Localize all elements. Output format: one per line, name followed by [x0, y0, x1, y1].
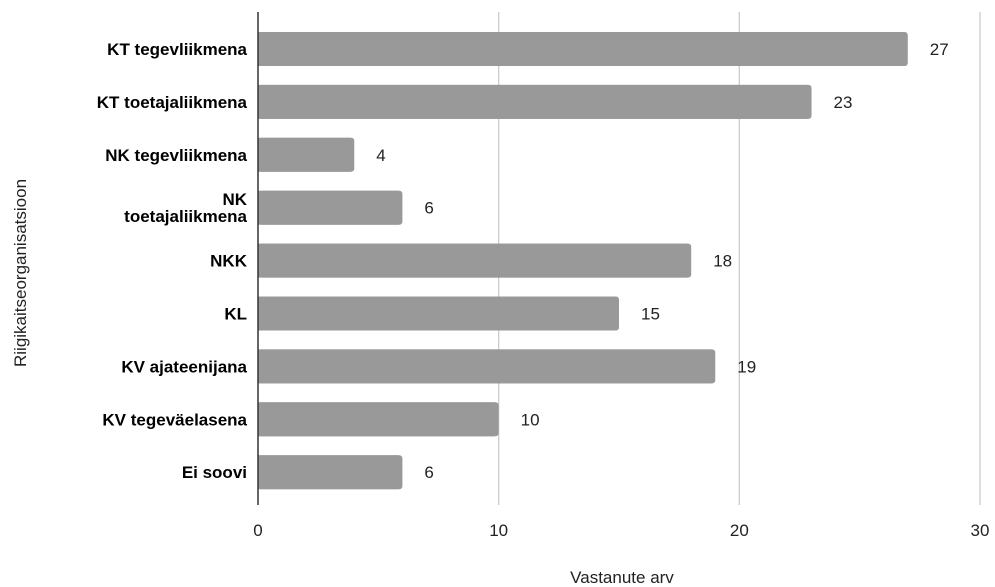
data-label: 19: [737, 357, 756, 376]
bar-end: [258, 243, 692, 278]
data-label: 15: [641, 305, 660, 324]
data-label: 6: [424, 199, 433, 218]
data-label: 4: [376, 146, 385, 165]
category-label: NK tegevliikmena: [105, 146, 247, 165]
data-labels: 27 23 4 6 18 15 19 10 6: [376, 40, 948, 482]
data-label: 10: [521, 410, 540, 429]
bars: [258, 32, 908, 490]
category-label: KT toetajaliikmena: [97, 93, 248, 112]
bar-end: [258, 190, 403, 225]
category-label: Ei soovi: [182, 463, 247, 482]
y-axis-title: Riigikaitseorganisatsioon: [11, 179, 30, 367]
bar-end: [258, 296, 619, 331]
x-axis-title: Vastanute arv: [570, 568, 674, 587]
category-label: NK toetajaliikmena: [124, 190, 248, 226]
bar-end: [258, 349, 716, 384]
data-label: 18: [713, 252, 732, 271]
category-label: KV ajateenijana: [121, 357, 247, 376]
data-label: 6: [424, 463, 433, 482]
category-labels: KT tegevliikmena KT toetajaliikmena NK teg…: [97, 40, 248, 482]
category-label: KL: [224, 305, 247, 324]
x-tick-label: 10: [489, 521, 508, 540]
bar-end: [258, 137, 355, 172]
x-tick-label: 0: [253, 521, 262, 540]
x-tick-labels: 0 10 20 30: [253, 521, 989, 540]
bar-end: [258, 402, 499, 437]
bar-end: [258, 32, 908, 66]
bar-end: [258, 84, 812, 119]
data-label: 23: [834, 93, 853, 112]
category-label: NKK: [210, 252, 248, 271]
category-label: KV tegeväelasena: [102, 410, 247, 429]
data-label: 27: [930, 40, 949, 59]
bar-end: [258, 455, 403, 490]
x-tick-label: 20: [730, 521, 749, 540]
x-tick-label: 30: [971, 521, 990, 540]
category-label: KT tegevliikmena: [107, 40, 247, 59]
